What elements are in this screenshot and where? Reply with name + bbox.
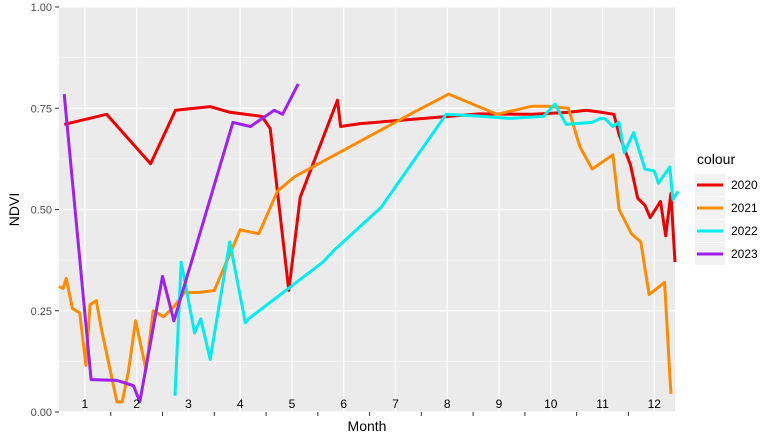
legend-items: 2020 2021 2022 2023 [695,174,758,265]
month-label: 7 [392,397,399,411]
month-label: 3 [185,397,192,411]
month-label: 11 [596,397,609,411]
y-tick-label: 0.25 [31,306,52,318]
x-axis-ticks [110,412,629,416]
legend: colour 2020 2021 2022 2023 [695,151,758,265]
month-label: 8 [444,397,451,411]
legend-label-2023: 2023 [731,247,758,261]
month-label: 12 [648,397,662,411]
y-axis: 0.00 0.25 0.50 0.75 1.00 [31,2,59,419]
month-label: 4 [237,397,244,411]
month-label: 6 [340,397,347,411]
month-label: 5 [289,397,296,411]
legend-title: colour [697,151,735,167]
month-label: 10 [544,397,558,411]
series-line-2023 [62,83,300,404]
series-line-2022 [173,102,680,396]
legend-label-2022: 2022 [731,224,758,238]
legend-label-2020: 2020 [731,178,758,192]
legend-label-2021: 2021 [731,201,758,215]
series-line-2020 [63,98,677,292]
y-axis-title: NDVI [6,193,22,226]
series-line-2021 [58,92,673,404]
month-label: 2 [133,397,140,411]
series-layer [58,83,680,404]
y-tick-label: 0.75 [31,103,52,115]
month-label: 9 [496,397,503,411]
month-labels: 1 2 3 4 5 6 7 8 9 10 11 12 [82,397,662,411]
x-axis-title: Month [348,418,387,434]
y-tick-label: 0.50 [31,205,52,217]
month-label: 1 [82,397,89,411]
y-tick-label: 1.00 [31,2,52,14]
grid-lines [59,6,675,413]
y-tick-label: 0.00 [31,407,52,419]
